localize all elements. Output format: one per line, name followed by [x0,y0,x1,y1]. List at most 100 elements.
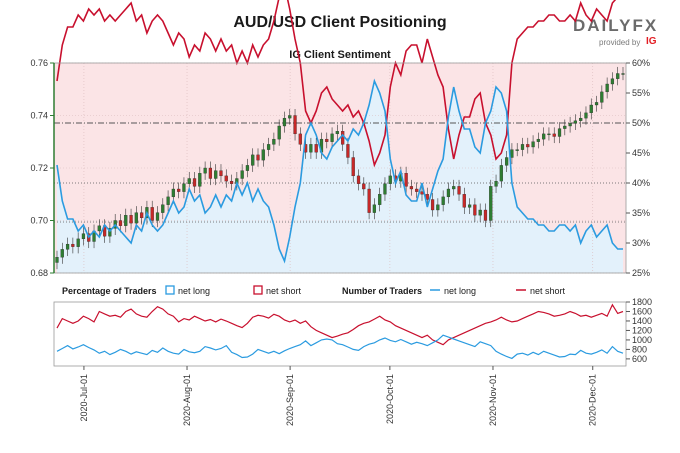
candle-body [208,167,213,179]
candle-body [341,131,345,145]
y3-tick-label: 1800 [632,297,652,307]
candle-body [579,117,583,121]
candle-body [187,178,191,184]
candle-body [568,123,572,127]
candle-body [325,138,329,142]
candle-body [478,209,482,216]
candle-body [309,144,313,153]
y3-tick-label: 1200 [632,325,652,335]
main-plot: 0.68 0.70 0.72 0.74 0.76 25% 30% 35% 40% 45% 50% 55… [30,0,650,278]
y3-tick-label: 1000 [632,335,652,345]
candle-body [605,83,609,93]
candle-body [436,204,440,211]
y2-tick-label: 55% [632,88,650,98]
candle-body [473,204,477,216]
x-tick-label: 2020-Dec-01 [588,374,598,426]
ig-logo: IG [646,36,657,47]
candle-body [446,188,451,198]
candle-body [277,125,281,140]
y2-tick-label: 40% [632,178,650,188]
net-long-line [56,78,623,264]
candle-body [161,204,165,213]
candle-body [483,209,488,221]
candle-body [388,175,392,184]
candle-body [510,149,514,158]
candle-body [515,149,519,151]
candle-body [166,196,170,205]
candle-body [372,204,376,213]
candle-body [272,138,276,145]
candle-body [557,128,562,137]
legend-pct-long-swatch [165,285,175,295]
brand-provided-by: provided by [599,38,641,47]
traders-net-long-line [56,334,624,360]
y2-tick-label: 50% [632,118,650,128]
candle-body [378,194,382,205]
candle-body [367,188,371,213]
y2-tick-label: 60% [632,58,650,68]
traders-net-short-line [56,303,624,346]
candle-body [430,199,435,211]
candle-body [552,133,556,137]
candle-body [330,133,334,142]
candle-body [505,157,509,166]
candle-body [261,149,265,161]
candle-body [229,180,234,184]
candle-body [452,186,456,190]
candle-body [60,249,64,258]
candle-body [214,170,218,179]
candle-body [314,144,318,153]
legend-num-title: Number of Traders [342,286,422,296]
candle-body [97,225,101,232]
candle-body [140,212,144,219]
candle-body [467,204,472,208]
net-long-area [57,81,623,273]
candle-body [536,138,540,142]
candle-body [124,215,128,226]
dailyfx-logo: DAILYFX provided by IG [573,16,663,52]
candle-body [600,91,604,103]
candle-body [108,228,112,237]
candle-body [499,165,503,182]
candle-body [293,115,297,135]
candle-body [462,194,466,208]
y-tick-label: 0.70 [30,216,48,226]
candle-body [457,186,461,195]
candle-body [621,73,625,75]
y3-tick-label: 800 [632,344,647,354]
candle-body [594,102,599,106]
candle-body [171,188,175,198]
y-tick-label: 0.68 [30,268,48,278]
candle-body [346,144,350,158]
candle-body [65,243,70,250]
candle-body [520,144,525,150]
legend-pct-long-label: net long [178,286,210,296]
net-short-line [56,0,617,168]
candle-body [298,133,302,145]
candle-body [531,141,535,148]
page-title: AUD/USD Client Positioning [233,14,447,31]
candle-body [81,233,86,240]
candle-body [251,154,255,166]
candle-body [526,144,530,148]
candle-body [542,133,546,140]
x-tick-label: 2020-Jul-01 [79,374,89,422]
y-tick-label: 0.76 [30,58,48,68]
candle-body [420,191,424,195]
y3-tick-label: 600 [632,354,647,364]
candle-body [76,238,80,247]
x-tick-label: 2020-Nov-01 [488,374,498,426]
y-tick-label: 0.72 [30,163,48,173]
legend-pct-short-swatch [253,285,263,295]
y2-tick-label: 30% [632,238,650,248]
y2-tick-label: 35% [632,208,650,218]
candle-body [118,220,123,226]
candle-body [192,178,197,187]
y2-tick-label: 45% [632,148,650,158]
candle-body [256,154,260,161]
candle-body [55,257,59,263]
candle-body [150,207,154,221]
brand-wordmark: DAILYFX [573,16,659,35]
